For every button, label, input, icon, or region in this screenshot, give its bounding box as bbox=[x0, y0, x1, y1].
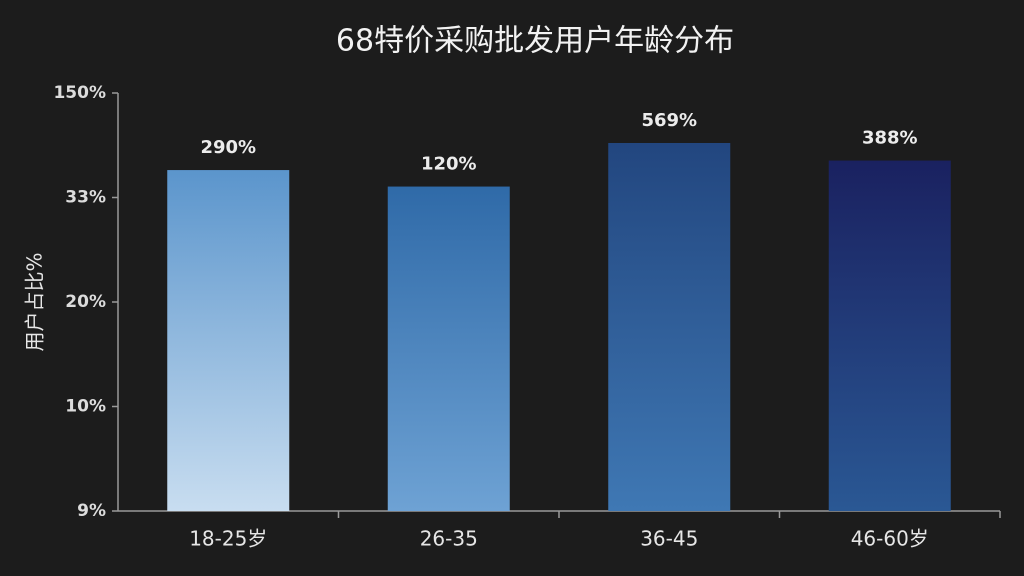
bar bbox=[608, 143, 731, 511]
y-tick-label: 10% bbox=[65, 397, 106, 417]
x-tick-label: 46-60岁 bbox=[851, 527, 929, 551]
chart-title: 68特价采购批发用户年龄分布 bbox=[336, 24, 734, 59]
y-tick-label: 9% bbox=[77, 501, 106, 521]
y-tick-label: 20% bbox=[65, 292, 106, 312]
y-tick-label: 33% bbox=[65, 188, 106, 208]
value-label: 388% bbox=[862, 128, 918, 149]
x-tick-label: 18-25岁 bbox=[189, 527, 267, 551]
value-label: 290% bbox=[200, 137, 256, 158]
y-tick-label: 150% bbox=[53, 83, 106, 103]
x-tick-label: 26-35 bbox=[420, 527, 478, 551]
y-axis-title: 用户占比% bbox=[23, 252, 47, 351]
bar bbox=[828, 160, 951, 512]
x-tick-label: 36-45 bbox=[640, 527, 698, 551]
value-label: 569% bbox=[641, 110, 697, 131]
bar bbox=[387, 186, 510, 511]
bar bbox=[167, 170, 290, 511]
value-label: 120% bbox=[421, 154, 477, 175]
